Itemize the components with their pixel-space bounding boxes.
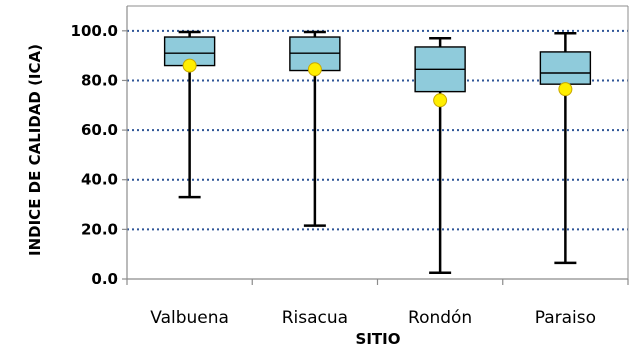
x-axis-title: SITIO — [356, 330, 401, 347]
box-group-valbuena: Valbuena — [150, 30, 229, 328]
y-tick-label: 60.0 — [81, 121, 118, 139]
iqr-box — [539, 51, 592, 85]
y-tick-label: 100.0 — [71, 22, 118, 40]
axis-labels: INDICE DE CALIDAD (ICA) SITIO — [26, 44, 400, 347]
y-tick-label: 40.0 — [81, 171, 118, 189]
mean-marker — [558, 82, 573, 97]
axes: 0.0 20.0 40.0 60.0 80.0 100.0 — [71, 5, 629, 288]
mean-marker — [433, 93, 448, 108]
x-category-label: Rondón — [408, 308, 472, 328]
x-category-label: Paraiso — [535, 308, 596, 328]
y-tick-label: 80.0 — [81, 71, 118, 89]
box-plots: Valbuena Risacua Rondón Paraiso — [150, 30, 596, 328]
y-tick-label: 0.0 — [91, 270, 118, 288]
mean-marker — [182, 58, 197, 73]
x-category-label: Valbuena — [150, 308, 229, 328]
box-group-rondón: Rondón — [408, 37, 472, 328]
mean-marker — [307, 62, 322, 77]
y-tick-label: 20.0 — [81, 220, 118, 238]
y-axis-title: INDICE DE CALIDAD (ICA) — [26, 44, 44, 256]
box-group-paraiso: Paraiso — [535, 32, 596, 328]
grid-lines — [127, 29, 628, 231]
x-category-label: Risacua — [282, 308, 348, 328]
box-group-risacua: Risacua — [282, 30, 348, 328]
